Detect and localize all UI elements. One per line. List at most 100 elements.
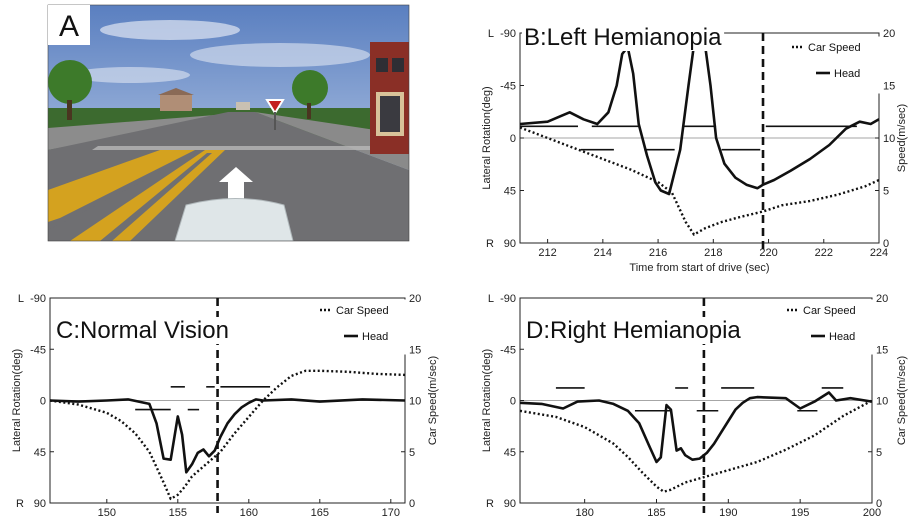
x-tick-label: 165 (311, 507, 329, 518)
y-right-axis-label: Car Speed(m/sec) (896, 356, 908, 445)
x-tick-label: 185 (647, 507, 665, 518)
tree (292, 70, 328, 106)
car-hood (174, 198, 294, 241)
panel-title: B:Left Hemianopia (524, 24, 722, 51)
y-right-tick-label: 0 (876, 498, 882, 510)
y-left-axis-label: Lateral Rotation(deg) (481, 349, 493, 452)
legend-car-speed-label: Car Speed (336, 305, 389, 317)
y-left-tick-label: 0 (510, 396, 516, 408)
y-right-axis-label: Speed(m/sec) (896, 104, 908, 172)
x-tick-label: 150 (98, 507, 116, 518)
y-left-tick-label: 0 (510, 133, 516, 145)
y-left-tick-label: 90 (504, 498, 516, 510)
x-tick-label: 180 (575, 507, 593, 518)
y-side-label: R (486, 498, 494, 510)
legend-head-label: Head (834, 68, 860, 80)
y-left-tick-label: -90 (500, 28, 516, 40)
crosswalk (92, 146, 378, 150)
panel-c-chart: 150 155 160 165 170 -90 L -45 0 45 90 R 0 5 10 15 20 Late… (11, 293, 439, 518)
legend-head-label: Head (829, 331, 855, 343)
car-speed-series-line (519, 126, 880, 236)
x-tick-label: 220 (759, 247, 777, 259)
distant-building (160, 95, 192, 111)
y-right-tick-label: 20 (409, 293, 421, 305)
legend-car-speed-label: Car Speed (808, 42, 861, 54)
cloud (190, 43, 370, 67)
y-left-tick-label: 45 (504, 186, 516, 198)
yield-sign (265, 99, 285, 115)
y-right-tick-label: 20 (883, 28, 895, 40)
y-left-tick-label: -45 (30, 344, 46, 356)
legend-car-speed-label: Car Speed (803, 305, 856, 317)
y-right-tick-label: 10 (409, 396, 421, 408)
y-right-tick-label: 5 (883, 186, 889, 198)
x-tick-label: 212 (538, 247, 556, 259)
panel-title: C:Normal Vision (56, 317, 229, 344)
legend-box (782, 299, 874, 355)
x-tick-label: 218 (704, 247, 722, 259)
road-arrow (219, 167, 253, 204)
panel-title-backdrop (54, 317, 231, 344)
x-tick-label: 214 (594, 247, 612, 259)
y-right-tick-label: 0 (883, 238, 889, 250)
head-rotation-series-line (49, 398, 406, 474)
y-right-tick-label: 5 (409, 447, 415, 459)
legend-box (787, 36, 881, 94)
x-tick-label: 224 (870, 247, 888, 259)
y-left-tick-label: 45 (504, 447, 516, 459)
head-rotation-series-line (519, 33, 880, 196)
car-speed-series-line (49, 369, 406, 501)
x-tick-label: 222 (815, 247, 833, 259)
y-right-tick-label: 15 (883, 81, 895, 93)
y-left-tick-label: -90 (30, 293, 46, 305)
x-tick-label: 155 (169, 507, 187, 518)
head-rotation-series-line (519, 391, 873, 464)
y-left-tick-label: 90 (504, 238, 516, 250)
y-side-label: L (488, 28, 494, 40)
x-tick-label: 195 (791, 507, 809, 518)
x-axis-label: Time from start of drive (sec) (629, 262, 769, 274)
x-tick-label: 160 (240, 507, 258, 518)
yellow-road-marking (48, 150, 195, 222)
y-left-tick-label: 45 (34, 447, 46, 459)
legend-box (315, 299, 407, 355)
y-left-axis-label: Lateral Rotation(deg) (11, 349, 23, 452)
y-right-tick-label: 20 (876, 293, 888, 305)
y-right-tick-label: 0 (409, 498, 415, 510)
y-side-label: L (18, 293, 24, 305)
car-speed-series-line (519, 399, 873, 493)
x-tick-label: 216 (649, 247, 667, 259)
y-left-tick-label: -45 (500, 344, 516, 356)
x-tick-label: 200 (863, 507, 881, 518)
panel-title-backdrop (522, 24, 725, 51)
y-left-tick-label: 90 (34, 498, 46, 510)
y-left-axis-label: Lateral Rotation(deg) (481, 86, 493, 189)
panel-title: D:Right Hemianopia (526, 317, 741, 344)
y-right-tick-label: 15 (876, 344, 888, 356)
right-sidewalk (255, 112, 409, 170)
cloud (100, 20, 240, 40)
tree (48, 60, 92, 104)
y-right-tick-label: 10 (876, 396, 888, 408)
x-tick-label: 170 (382, 507, 400, 518)
y-right-axis-label: Car Speed(m/sec) (427, 356, 439, 445)
panel-d-chart: 180 185 190 195 200 -90 L -45 0 45 90 R 0 5 10 15 20 Late… (481, 293, 908, 518)
y-right-tick-label: 5 (876, 447, 882, 459)
y-side-label: L (488, 293, 494, 305)
cloud (70, 67, 190, 83)
x-tick-label: 190 (719, 507, 737, 518)
panel-a-driving-scene: A (47, 4, 410, 242)
legend-head-label: Head (362, 331, 388, 343)
y-left-tick-label: -45 (500, 81, 516, 93)
y-right-tick-label: 10 (883, 133, 895, 145)
panel-a-letter: A (59, 10, 79, 43)
y-left-tick-label: -90 (500, 293, 516, 305)
y-left-tick-label: 0 (40, 396, 46, 408)
y-side-label: R (16, 498, 24, 510)
y-side-label: R (486, 238, 494, 250)
y-right-tick-label: 15 (409, 344, 421, 356)
panel-a-label-box (48, 5, 90, 45)
panel-title-backdrop (524, 317, 744, 344)
panel-b-chart: 212 214 216 218 220 222 224 -90 L -45 0 45 90 R 0 5 10 15… (481, 24, 908, 274)
